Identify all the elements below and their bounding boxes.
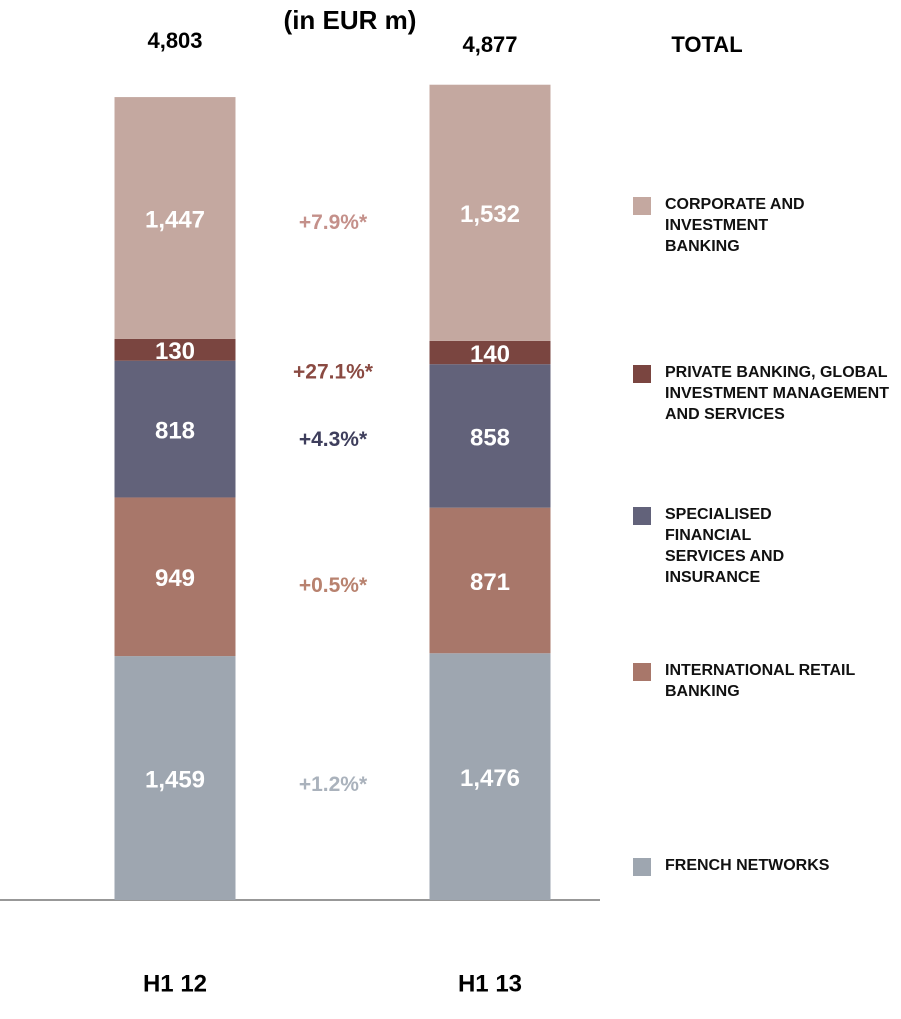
value-label: 1,447 xyxy=(145,206,205,233)
legend-swatch xyxy=(633,507,651,525)
x-tick-label: H1 12 xyxy=(143,970,207,997)
legend-swatch xyxy=(633,365,651,383)
value-label: 949 xyxy=(155,565,195,592)
legend-label: FRENCH NETWORKS xyxy=(665,857,830,874)
bar-segment xyxy=(429,364,551,508)
legend-label: SPECIALISED FINANCIAL SERVICES AND INSUR… xyxy=(665,506,785,586)
bar-segment xyxy=(114,656,236,900)
legend-swatch xyxy=(633,858,651,876)
change-label: +7.9%* xyxy=(299,211,368,234)
bar-segment xyxy=(114,360,236,498)
legend-label: PRIVATE BANKING, GLOBAL INVESTMENT MANAG… xyxy=(665,364,889,423)
value-label: 1,459 xyxy=(145,766,205,793)
bar-segment xyxy=(114,97,236,339)
legend-label: CORPORATE AND INVESTMENT BANKING xyxy=(665,196,805,255)
change-label: +1.2%* xyxy=(299,773,368,796)
bar-segment xyxy=(429,340,551,365)
bar-segment xyxy=(429,653,551,900)
bar-segment xyxy=(429,84,551,341)
legend-swatch xyxy=(633,197,651,215)
value-label: 871 xyxy=(470,569,510,596)
bar-segment xyxy=(114,497,236,657)
change-label: +4.3%* xyxy=(299,428,368,451)
legend-swatch xyxy=(633,663,651,681)
total-value: 4,877 xyxy=(462,32,517,57)
value-label: 140 xyxy=(470,341,510,368)
change-label: +0.5%* xyxy=(299,574,368,597)
value-label: 818 xyxy=(155,417,195,444)
value-label: 130 xyxy=(155,338,195,365)
change-label: +27.1%* xyxy=(293,361,374,384)
chart-subtitle: (in EUR m) xyxy=(284,5,417,35)
total-label: TOTAL xyxy=(671,32,742,57)
value-label: 1,476 xyxy=(460,765,520,792)
x-tick-label: H1 13 xyxy=(458,970,522,997)
bar-segment xyxy=(114,338,236,361)
value-label: 858 xyxy=(470,424,510,451)
legend-label: INTERNATIONAL RETAIL BANKING xyxy=(665,662,855,700)
value-label: 1,532 xyxy=(460,201,520,228)
bar-segment xyxy=(429,507,551,654)
total-value: 4,803 xyxy=(147,28,202,53)
